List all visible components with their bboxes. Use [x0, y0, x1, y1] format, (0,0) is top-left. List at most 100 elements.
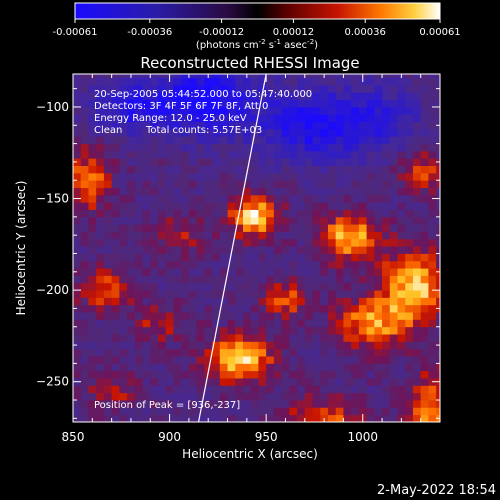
- heatmap-cell: [289, 158, 298, 166]
- heatmap-cell: [150, 253, 159, 262]
- heatmap-cell: [382, 268, 391, 276]
- heatmap-cell: [389, 253, 398, 262]
- heatmap-cell: [389, 180, 398, 188]
- heatmap-cell: [73, 77, 82, 86]
- heatmap-cell: [335, 238, 344, 247]
- heatmap-cell: [119, 143, 128, 152]
- heatmap-cell: [297, 363, 306, 372]
- heatmap-cell: [428, 180, 437, 188]
- heatmap-cell: [111, 74, 120, 79]
- heatmap-cell: [80, 158, 89, 166]
- heatmap-cell: [181, 106, 190, 115]
- heatmap-cell: [73, 312, 82, 320]
- heatmap-cell: [212, 143, 221, 152]
- heatmap-cell: [351, 238, 360, 247]
- heatmap-cell: [320, 216, 329, 225]
- heatmap-cell: [358, 216, 367, 225]
- heatmap-cell: [382, 165, 391, 174]
- heatmap-cell: [420, 128, 429, 137]
- heatmap-cell: [165, 99, 174, 108]
- heatmap-cell: [358, 150, 367, 159]
- heatmap-cell: [389, 158, 398, 166]
- heatmap-cell: [181, 253, 190, 262]
- heatmap-cell: [266, 392, 275, 401]
- heatmap-cell: [142, 297, 151, 306]
- heatmap-cell: [281, 187, 290, 196]
- heatmap-cell: [142, 414, 151, 422]
- heatmap-cell: [212, 77, 221, 86]
- heatmap-cell: [281, 378, 290, 386]
- heatmap-cell: [258, 77, 267, 86]
- heatmap-cell: [127, 275, 136, 284]
- heatmap-cell: [219, 268, 228, 276]
- heatmap-cell: [242, 363, 252, 372]
- heatmap-cell: [142, 99, 151, 108]
- heatmap-cell: [165, 246, 174, 254]
- heatmap-cell: [235, 304, 244, 313]
- heatmap-cell: [273, 260, 283, 269]
- heatmap-cell: [127, 106, 136, 115]
- heatmap-cell: [103, 84, 113, 93]
- heatmap-cell: [88, 268, 97, 276]
- heatmap-cell: [227, 312, 236, 320]
- heatmap-cell: [397, 385, 406, 394]
- heatmap-cell: [88, 194, 97, 203]
- heatmap-cell: [196, 341, 205, 350]
- heatmap-cell: [88, 180, 97, 188]
- heatmap-cell: [227, 216, 236, 225]
- heatmap-cell: [281, 238, 290, 247]
- heatmap-cell: [157, 92, 167, 101]
- heatmap-cell: [173, 319, 182, 328]
- heatmap-cell: [382, 172, 391, 181]
- heatmap-cell: [96, 84, 105, 93]
- heatmap-cell: [273, 77, 283, 86]
- heatmap-cell: [428, 282, 437, 291]
- heatmap-cell: [235, 275, 244, 284]
- heatmap-cell: [165, 158, 174, 166]
- heatmap-cell: [142, 165, 151, 174]
- heatmap-cell: [428, 172, 437, 181]
- heatmap-cell: [420, 114, 429, 123]
- heatmap-cell: [127, 150, 136, 159]
- heatmap-cell: [242, 268, 252, 276]
- heatmap-cell: [157, 282, 167, 291]
- heatmap-cell: [335, 334, 344, 342]
- heatmap-cell: [351, 378, 360, 386]
- heatmap-cell: [142, 334, 151, 342]
- heatmap-cell: [134, 268, 143, 276]
- heatmap-cell: [382, 180, 391, 188]
- heatmap-cell: [219, 253, 228, 262]
- heatmap-cell: [80, 275, 89, 284]
- heatmap-cell: [196, 304, 205, 313]
- heatmap-cell: [258, 231, 267, 240]
- heatmap-cell: [235, 385, 244, 394]
- heatmap-cell: [420, 121, 429, 130]
- heatmap-cell: [80, 224, 89, 232]
- heatmap-cell: [235, 180, 244, 188]
- heatmap-cell: [304, 92, 313, 101]
- heatmap-cell: [304, 297, 313, 306]
- heatmap-cell: [157, 231, 167, 240]
- heatmap-cell: [312, 268, 321, 276]
- heatmap-cell: [327, 312, 337, 320]
- heatmap-cell: [420, 74, 429, 79]
- heatmap-cell: [412, 348, 422, 357]
- heatmap-cell: [428, 414, 437, 422]
- heatmap-cell: [335, 165, 344, 174]
- heatmap-cell: [343, 312, 352, 320]
- heatmap-cell: [196, 253, 205, 262]
- heatmap-cell: [312, 99, 321, 108]
- heatmap-cell: [103, 348, 113, 357]
- heatmap-cell: [374, 224, 383, 232]
- heatmap-cell: [181, 92, 190, 101]
- heatmap-cell: [188, 290, 198, 298]
- heatmap-cell: [281, 114, 290, 123]
- heatmap-cell: [73, 363, 82, 372]
- heatmap-cell: [358, 319, 367, 328]
- heatmap-cell: [181, 180, 190, 188]
- heatmap-cell: [111, 319, 120, 328]
- heatmap-cell: [304, 282, 313, 291]
- heatmap-cell: [204, 143, 213, 152]
- heatmap-cell: [312, 121, 321, 130]
- heatmap-cell: [327, 84, 337, 93]
